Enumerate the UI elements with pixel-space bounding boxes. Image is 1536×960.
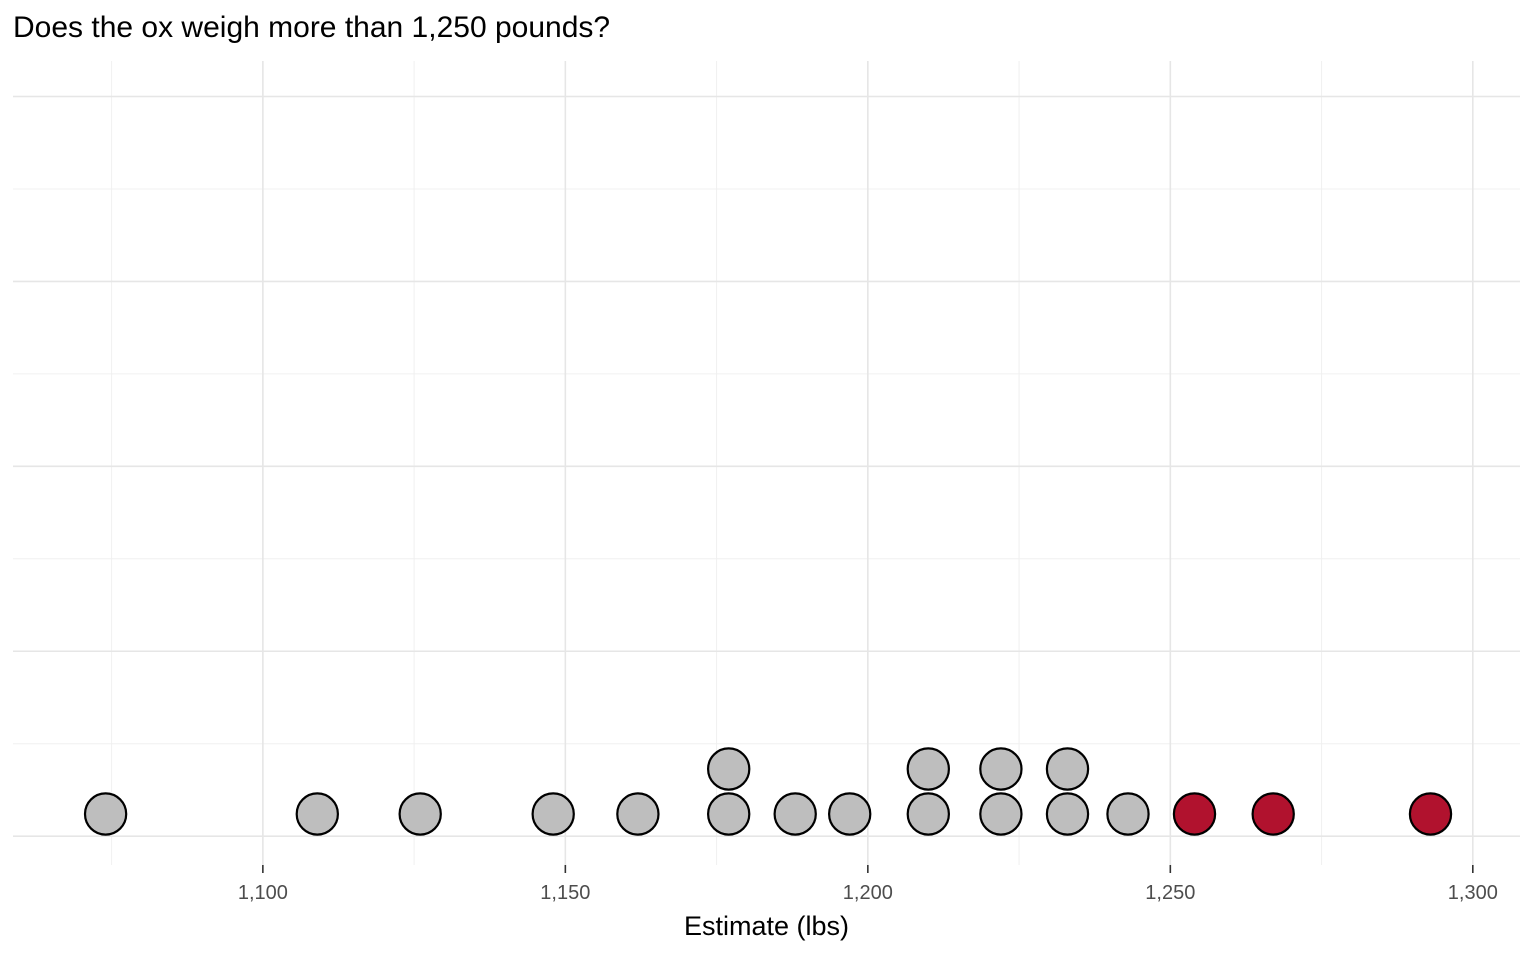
estimate-dot	[83, 792, 128, 836]
estimate-dot	[531, 792, 575, 836]
estimate-dot	[906, 747, 951, 791]
estimate-dot	[828, 792, 872, 836]
estimate-dot-above-threshold	[1251, 792, 1295, 836]
estimate-dot	[979, 792, 1023, 836]
estimate-dot	[295, 792, 339, 836]
chart-title: Does the ox weigh more than 1,250 pounds…	[13, 11, 611, 44]
estimate-dot-above-threshold	[1408, 792, 1453, 836]
estimate-dot	[707, 747, 751, 791]
estimate-dot	[979, 747, 1023, 791]
estimate-dot	[1045, 747, 1090, 791]
estimate-dot-above-threshold	[1172, 792, 1217, 836]
estimate-dot	[906, 792, 951, 836]
estimate-dot	[1106, 792, 1150, 836]
estimate-dot	[707, 792, 751, 836]
estimate-dot	[773, 792, 817, 836]
x-axis-title: Estimate (lbs)	[683, 911, 850, 941]
estimate-dot	[398, 792, 442, 836]
estimate-dot	[616, 792, 660, 836]
estimate-dot	[1045, 792, 1090, 836]
